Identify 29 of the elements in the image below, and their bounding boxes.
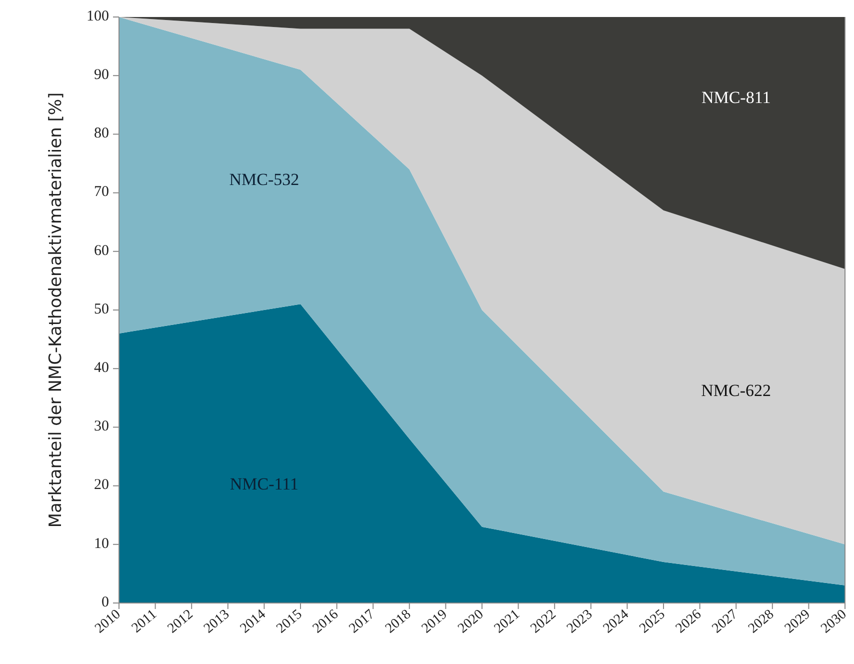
y-tick-label: 10 (94, 536, 109, 552)
y-tick-label: 80 (94, 126, 109, 142)
x-tick-label: 2018 (382, 607, 414, 637)
y-tick-label: 20 (94, 477, 109, 494)
y-axis-title: Marktanteil der NMC-Kathodenaktivmaterialien [%] (46, 92, 66, 528)
x-tick-label: 2019 (419, 607, 450, 637)
x-tick-label: 2012 (165, 607, 196, 637)
y-tick-label: 70 (94, 184, 109, 200)
series-label: NMC-111 (230, 474, 299, 494)
x-tick-label: 2024 (600, 607, 632, 637)
y-tick-label: 100 (86, 8, 109, 24)
x-tick-label: 2028 (746, 607, 778, 637)
y-tick-label: 30 (94, 418, 109, 435)
x-tick-label: 2020 (456, 607, 487, 637)
y-tick-label: 40 (94, 360, 109, 376)
x-tick-label: 2013 (201, 607, 233, 637)
y-tick-label: 90 (94, 67, 109, 84)
x-tick-label: 2011 (129, 607, 160, 636)
x-tick-label: 2029 (782, 607, 814, 637)
y-tick-label: 60 (94, 242, 109, 259)
x-tick-label: 2023 (564, 607, 596, 637)
x-tick-label: 2022 (528, 607, 560, 637)
x-tick-label: 2030 (818, 607, 850, 637)
series-label: NMC-811 (701, 88, 771, 107)
x-tick-label: 2014 (238, 607, 269, 637)
y-tick-label: 50 (94, 301, 109, 318)
series-label: NMC-622 (701, 380, 772, 400)
x-tick-label: 2021 (492, 607, 523, 637)
series-label: NMC-532 (229, 170, 300, 189)
